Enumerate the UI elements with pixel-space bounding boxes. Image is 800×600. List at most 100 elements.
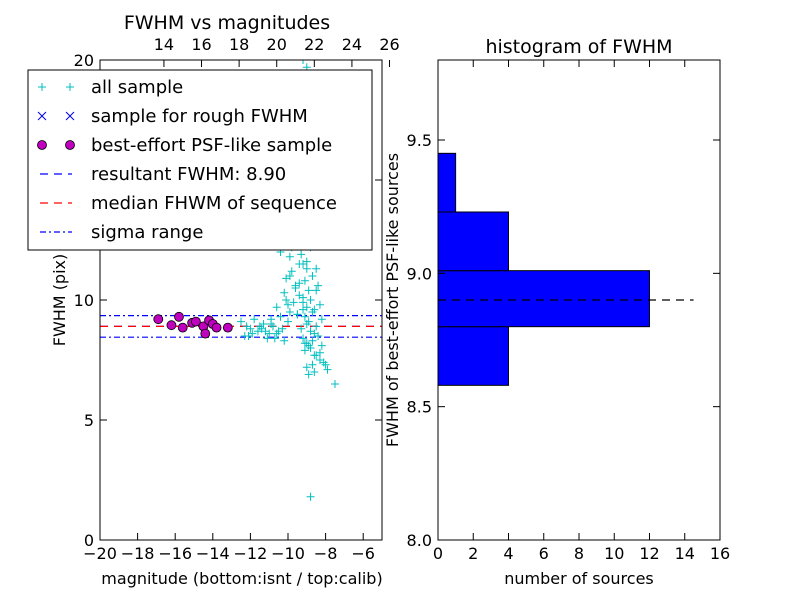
- histogram-y-ticks: 8.0 8.5 9.0 9.5: [407, 131, 720, 550]
- histogram-y-label: FWHM of best-effort PSF-like sources: [383, 153, 402, 447]
- scatter-x-label: magnitude (bottom:isnt / top:calib): [101, 569, 382, 588]
- data-point: [291, 284, 300, 292]
- y-tick-label: 9.0: [407, 264, 432, 283]
- data-point: [306, 296, 315, 304]
- data-point: [308, 360, 317, 369]
- data-point: [166, 320, 177, 331]
- bottom-x-ticks: −20 −18 −16 −14 −12 −10 −8 −6: [83, 533, 375, 563]
- data-point: [310, 351, 319, 360]
- y-tick-label: 10: [74, 291, 94, 310]
- x-tick-label: 4: [503, 544, 513, 563]
- top-x-tick-label: 26: [379, 35, 399, 54]
- data-point: [302, 320, 311, 328]
- top-x-tick-label: 22: [304, 35, 324, 54]
- data-point: [263, 334, 272, 343]
- data-point: [280, 288, 289, 297]
- legend-marker-swatch: [65, 140, 75, 150]
- top-x-tick-label: 16: [191, 35, 211, 54]
- data-point: [321, 360, 330, 369]
- data-point: [200, 328, 211, 339]
- data-point: [295, 279, 304, 288]
- data-point: [285, 252, 294, 261]
- data-point: [304, 286, 313, 295]
- data-point: [240, 332, 249, 340]
- data-point: [314, 332, 323, 340]
- legend-label: median FHWM of sequence: [91, 193, 337, 214]
- x-tick-label: 10: [604, 544, 624, 563]
- data-point: [153, 314, 164, 325]
- histogram-bar: [437, 270, 650, 328]
- y-tick-label: 9.5: [407, 131, 432, 150]
- legend-item: resultant FWHM: 8.90: [40, 164, 286, 185]
- data-point: [300, 346, 309, 355]
- x-tick-label: 2: [468, 544, 478, 563]
- data-point: [299, 334, 308, 343]
- data-point: [280, 336, 289, 345]
- x-tick-label: −8: [314, 544, 338, 563]
- legend-item: sample for rough FWHM: [37, 106, 308, 127]
- x-tick-label: −6: [351, 544, 375, 563]
- data-point: [297, 250, 306, 259]
- y-tick-label: 8.0: [407, 531, 432, 550]
- data-point: [270, 334, 279, 343]
- data-point: [268, 322, 277, 331]
- data-point: [272, 303, 281, 312]
- data-point: [310, 368, 319, 376]
- data-point: [242, 322, 251, 331]
- top-x-tick-label: 24: [342, 35, 362, 54]
- histogram-bar: [437, 326, 509, 386]
- x-tick-label: 6: [539, 544, 549, 563]
- legend-marker-swatch: [37, 140, 47, 150]
- histogram-bar: [437, 211, 509, 272]
- data-point: [250, 315, 259, 324]
- x-tick-label: −20: [83, 544, 117, 563]
- data-point: [312, 286, 321, 295]
- legend-marker-swatch: [65, 111, 75, 121]
- data-point: [299, 60, 308, 64]
- data-point: [190, 316, 201, 327]
- data-point: [299, 305, 308, 314]
- legend-label: best-effort PSF-like sample: [91, 135, 332, 156]
- data-point: [297, 324, 306, 333]
- data-point: [267, 315, 276, 324]
- histogram-x-ticks: 0 2 4 6 8 10 12 14 16: [433, 60, 730, 563]
- x-tick-label: 12: [639, 544, 659, 563]
- data-point: [174, 311, 184, 322]
- data-point: [314, 281, 323, 290]
- scatter-title: FWHM vs magnitudes: [124, 12, 330, 34]
- data-point: [276, 312, 285, 321]
- series-best-effort-psf-like-sample: [153, 311, 233, 339]
- legend-item: best-effort PSF-like sample: [37, 135, 332, 156]
- data-point: [295, 260, 304, 268]
- data-point: [312, 322, 321, 331]
- data-point: [285, 272, 294, 280]
- data-point: [299, 293, 308, 302]
- x-tick-label: −12: [234, 544, 268, 563]
- scatter-y-label: FWHM (pix): [50, 254, 69, 347]
- legend-item: median FHWM of sequence: [40, 193, 337, 214]
- data-point: [308, 336, 317, 345]
- data-point: [308, 308, 317, 316]
- histogram-x-label: number of sources: [504, 569, 654, 588]
- top-x-tick-label: 18: [229, 35, 249, 54]
- x-tick-label: 8: [574, 544, 584, 563]
- data-point: [317, 315, 326, 324]
- data-point: [308, 272, 317, 280]
- top-x-tick-label: 20: [267, 35, 287, 54]
- data-point: [284, 317, 292, 326]
- data-point: [331, 380, 339, 388]
- data-point: [306, 492, 315, 501]
- legend-item: all sample: [38, 77, 183, 98]
- data-point: [284, 300, 292, 309]
- legend: all sample sample for rough FWHM best-effo…: [27, 69, 373, 251]
- data-point: [287, 267, 296, 276]
- data-point: [306, 344, 315, 352]
- data-point: [237, 317, 245, 326]
- data-point: [317, 341, 326, 350]
- legend-marker-swatch: [38, 83, 46, 91]
- data-point: [177, 322, 188, 333]
- x-tick-label: −18: [121, 544, 155, 563]
- legend-label: sample for rough FWHM: [91, 106, 308, 127]
- data-point: [289, 298, 298, 307]
- data-point: [315, 300, 324, 309]
